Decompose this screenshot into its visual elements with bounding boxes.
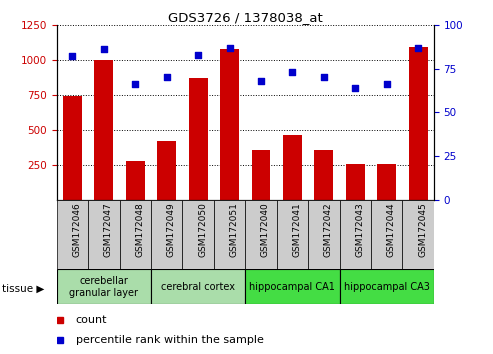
Bar	[220, 48, 239, 200]
Bar	[63, 96, 82, 200]
Text: hippocampal CA1: hippocampal CA1	[249, 282, 335, 292]
Bar	[277, 200, 308, 269]
Text: percentile rank within the sample: percentile rank within the sample	[75, 335, 263, 345]
Point	[352, 85, 359, 91]
Bar	[402, 200, 434, 269]
Point	[414, 45, 422, 50]
Bar	[157, 141, 176, 200]
Bar	[182, 200, 214, 269]
Bar	[283, 135, 302, 200]
Point	[163, 74, 171, 80]
Bar	[251, 150, 270, 200]
Text: cerebellar
granular layer: cerebellar granular layer	[70, 276, 139, 298]
Bar	[371, 200, 402, 269]
Point	[257, 78, 265, 84]
Text: count: count	[75, 315, 107, 325]
Text: GSM172050: GSM172050	[198, 202, 207, 257]
Bar	[88, 200, 119, 269]
Bar	[340, 200, 371, 269]
Text: GSM172046: GSM172046	[72, 202, 81, 257]
Bar	[346, 164, 365, 200]
Bar	[377, 164, 396, 200]
Text: tissue ▶: tissue ▶	[2, 284, 45, 293]
Point	[226, 45, 234, 50]
Text: GSM172041: GSM172041	[292, 202, 301, 257]
Point	[320, 74, 328, 80]
Bar	[308, 200, 340, 269]
Bar	[151, 269, 245, 304]
Bar	[94, 60, 113, 200]
Text: GSM172048: GSM172048	[135, 202, 144, 257]
Bar	[151, 200, 182, 269]
Bar	[57, 269, 151, 304]
Bar	[119, 200, 151, 269]
Bar	[315, 150, 333, 200]
Text: GSM172042: GSM172042	[324, 202, 333, 257]
Bar	[245, 269, 340, 304]
Text: GSM172043: GSM172043	[355, 202, 364, 257]
Text: cerebral cortex: cerebral cortex	[161, 282, 235, 292]
Bar	[126, 161, 145, 200]
Bar	[214, 200, 246, 269]
Text: GSM172049: GSM172049	[167, 202, 176, 257]
Title: GDS3726 / 1378038_at: GDS3726 / 1378038_at	[168, 11, 322, 24]
Point	[383, 81, 390, 87]
Bar	[245, 200, 277, 269]
Text: GSM172045: GSM172045	[418, 202, 427, 257]
Point	[288, 69, 296, 75]
Text: GSM172047: GSM172047	[104, 202, 113, 257]
Text: GSM172040: GSM172040	[261, 202, 270, 257]
Point	[194, 52, 202, 57]
Bar	[57, 200, 88, 269]
Bar	[189, 78, 208, 200]
Point	[131, 81, 139, 87]
Bar	[340, 269, 434, 304]
Point	[100, 46, 108, 52]
Text: GSM172051: GSM172051	[230, 202, 239, 257]
Bar	[409, 47, 427, 200]
Text: GSM172044: GSM172044	[387, 202, 396, 257]
Text: hippocampal CA3: hippocampal CA3	[344, 282, 429, 292]
Point	[69, 53, 76, 59]
